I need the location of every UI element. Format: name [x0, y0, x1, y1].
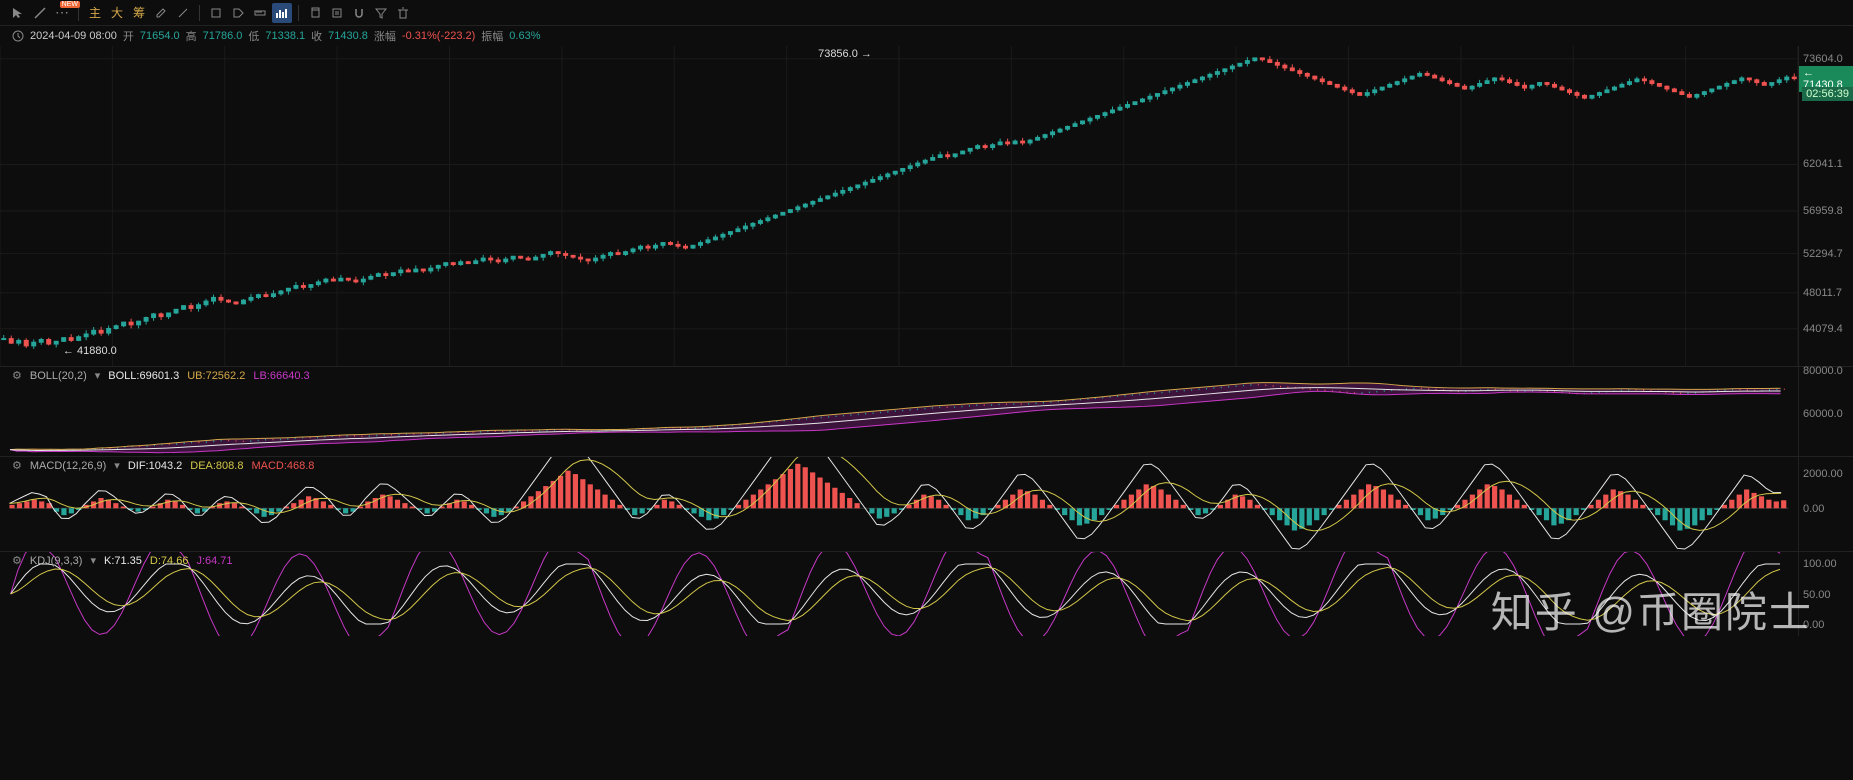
- copy-icon[interactable]: [305, 3, 325, 23]
- separator: [199, 5, 200, 21]
- boll-chart-area[interactable]: ⚙ BOLL(20,2) ▾ BOLL:69601.3 UB:72562.2 L…: [0, 367, 1798, 456]
- open-label: 开: [123, 28, 134, 44]
- close-label: 收: [311, 28, 322, 44]
- high-label: 高: [186, 28, 197, 44]
- chips-btn[interactable]: 筹: [129, 3, 149, 23]
- main-y-axis: ← 71430.8 02:56:39 73604.062041.156959.8…: [1798, 46, 1853, 366]
- boll-name: BOLL(20,2): [30, 370, 87, 382]
- toolbar: ⋯ NEW 主 大 筹: [0, 0, 1853, 26]
- macd-chart-area[interactable]: ⚙ MACD(12,26,9) ▾ DIF:1043.2 DEA:808.8 M…: [0, 457, 1798, 551]
- macd-macd-label: MACD:468.8: [251, 460, 314, 472]
- tag-icon[interactable]: [228, 3, 248, 23]
- kdj-d-label: D:74.66: [150, 555, 189, 567]
- kdj-name: KDJ(9,3,3): [30, 555, 83, 567]
- macd-dif-label: DIF:1043.2: [128, 460, 182, 472]
- kdj-panel: ⚙ KDJ(9,3,3) ▾ K:71.35 D:74.66 J:64.71 1…: [0, 551, 1853, 636]
- macd-header: ⚙ MACD(12,26,9) ▾ DIF:1043.2 DEA:808.8 M…: [12, 459, 314, 472]
- main-chart-btn[interactable]: 主: [85, 3, 105, 23]
- edit-icon[interactable]: [151, 3, 171, 23]
- boll-y-axis: 80000.060000.0: [1798, 367, 1853, 456]
- macd-dea-label: DEA:808.8: [190, 460, 243, 472]
- rect-icon[interactable]: [206, 3, 226, 23]
- macd-panel: ⚙ MACD(12,26,9) ▾ DIF:1043.2 DEA:808.8 M…: [0, 456, 1853, 551]
- settings-icon[interactable]: ⚙: [12, 369, 22, 382]
- separator: [298, 5, 299, 21]
- filter-icon[interactable]: [371, 3, 391, 23]
- new-badge: NEW: [60, 1, 80, 8]
- bars-icon[interactable]: [272, 3, 292, 23]
- amp-value: 0.63%: [509, 30, 540, 42]
- boll-header: ⚙ BOLL(20,2) ▾ BOLL:69601.3 UB:72562.2 L…: [12, 369, 310, 382]
- amp-label: 振幅: [481, 28, 503, 44]
- close-value: 71430.8: [328, 30, 368, 42]
- boll-ub-label: UB:72562.2: [187, 370, 245, 382]
- big-chart-btn[interactable]: 大: [107, 3, 127, 23]
- high-value: 71786.0: [203, 30, 243, 42]
- boll-panel: ⚙ BOLL(20,2) ▾ BOLL:69601.3 UB:72562.2 L…: [0, 366, 1853, 456]
- boll-mid-label: BOLL:69601.3: [108, 370, 179, 382]
- kdj-k-label: K:71.35: [104, 555, 142, 567]
- more-tools-icon[interactable]: ⋯ NEW: [52, 3, 72, 23]
- brush-icon[interactable]: [173, 3, 193, 23]
- ohlc-bar: 2024-04-09 08:00 开 71654.0 高 71786.0 低 7133…: [0, 26, 1853, 46]
- settings-icon[interactable]: ⚙: [12, 554, 22, 567]
- line-tool-icon[interactable]: [30, 3, 50, 23]
- magnet-icon[interactable]: [349, 3, 369, 23]
- macd-y-axis: 2000.000.00: [1798, 457, 1853, 551]
- kdj-y-axis: 100.0050.000.00: [1798, 552, 1853, 636]
- low-label: 低: [248, 28, 259, 44]
- change-label: 涨幅: [374, 28, 396, 44]
- kdj-j-label: J:64.71: [196, 555, 232, 567]
- clock-icon: [12, 30, 24, 42]
- datetime-label: 2024-04-09 08:00: [30, 30, 117, 42]
- trash-icon[interactable]: [393, 3, 413, 23]
- cursor-tool-icon[interactable]: [8, 3, 28, 23]
- note-icon[interactable]: [327, 3, 347, 23]
- low-price-annotation: ← 41880.0: [63, 345, 117, 357]
- low-value: 71338.1: [265, 30, 305, 42]
- ruler-icon[interactable]: [250, 3, 270, 23]
- macd-name: MACD(12,26,9): [30, 460, 106, 472]
- settings-icon[interactable]: ⚙: [12, 459, 22, 472]
- open-value: 71654.0: [140, 30, 180, 42]
- main-chart-panel: 73856.0 → ← 41880.0 ← 71430.8 02:56:39 7…: [0, 46, 1853, 366]
- countdown-tag: 02:56:39: [1802, 87, 1853, 101]
- boll-lb-label: LB:66640.3: [253, 370, 309, 382]
- high-price-annotation: 73856.0 →: [818, 48, 872, 60]
- main-chart-area[interactable]: 73856.0 → ← 41880.0: [0, 46, 1798, 366]
- kdj-chart-area[interactable]: ⚙ KDJ(9,3,3) ▾ K:71.35 D:74.66 J:64.71: [0, 552, 1798, 636]
- change-value: -0.31%(-223.2): [402, 30, 475, 42]
- kdj-header: ⚙ KDJ(9,3,3) ▾ K:71.35 D:74.66 J:64.71: [12, 554, 233, 567]
